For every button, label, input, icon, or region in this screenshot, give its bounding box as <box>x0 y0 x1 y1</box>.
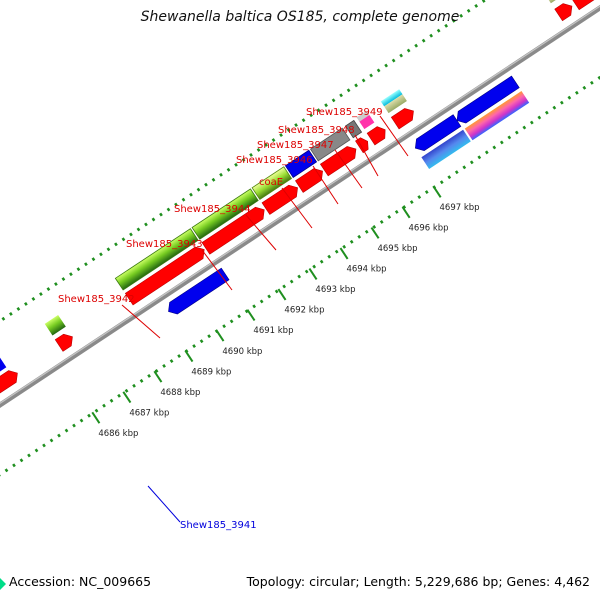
feature-left-cds[interactable] <box>54 331 76 352</box>
ruler-tick <box>153 370 163 383</box>
feature-left-family-green[interactable] <box>44 315 66 336</box>
ruler-tick-label: 4688 kbp <box>160 388 200 398</box>
feature-3947-family[interactable] <box>344 119 363 139</box>
feature-3949-family[interactable] <box>380 89 403 107</box>
feature-3949-family-b[interactable] <box>384 94 407 114</box>
ruler-tick <box>246 309 256 322</box>
feature-right-cds-2[interactable] <box>571 0 600 11</box>
label-shew185-3941[interactable]: Shew185_3941 <box>180 520 257 531</box>
feature-3948-family-b[interactable] <box>359 114 375 130</box>
label-connector-3949 <box>379 115 409 157</box>
ruler-tick-label: 4697 kbp <box>440 203 480 213</box>
genome-backbone <box>0 0 600 525</box>
label-shew185-3946[interactable]: Shew185_3946 <box>236 155 313 166</box>
feature-coaE-cds[interactable] <box>294 165 326 193</box>
map-title: Shewanella baltica OS185, complete genom… <box>140 9 460 25</box>
feature-3942-family[interactable] <box>114 228 199 291</box>
gene-labels: Shew185_3942 Shew185_3943 Shew185_3944 c… <box>58 107 409 531</box>
feature-3948-family[interactable] <box>356 110 370 122</box>
ruler-tick <box>432 185 442 198</box>
feature-3949-cds[interactable] <box>390 105 417 130</box>
ruler-tick-label: 4696 kbp <box>409 224 449 234</box>
ruler-tick-label: 4693 kbp <box>315 285 355 295</box>
ruler-tick-label: 4695 kbp <box>377 244 417 254</box>
ruler-tick <box>215 329 225 342</box>
feature-3944-family[interactable] <box>251 166 293 201</box>
ruler-tick-label: 4694 kbp <box>346 265 386 275</box>
genome-backbone-highlight <box>0 0 600 522</box>
label-coaE[interactable]: coaE <box>259 177 283 188</box>
ruler-tick <box>339 247 349 260</box>
ruler-tick <box>184 350 194 363</box>
position-marker-icon <box>0 578 6 590</box>
ruler-tick <box>122 391 132 404</box>
feature-3944-cds[interactable] <box>261 182 301 215</box>
ruler-tick-label: 4687 kbp <box>129 408 169 418</box>
feature-reverse-right-2[interactable] <box>453 75 520 126</box>
forward-features <box>0 0 600 410</box>
label-connector-3943 <box>201 249 233 291</box>
feature-3943-cds[interactable] <box>201 204 268 255</box>
feature-reverse-right-2-family[interactable] <box>464 91 530 141</box>
ruler-tick <box>308 268 318 280</box>
label-shew185-3943[interactable]: Shew185_3943 <box>126 239 203 250</box>
feature-3941-cds[interactable] <box>165 267 230 317</box>
feature-right-cds[interactable] <box>554 0 576 22</box>
label-connector-3941 <box>147 485 181 523</box>
feature-3946-family[interactable] <box>309 127 351 162</box>
label-connector-3944 <box>245 214 277 251</box>
ruler-tick <box>401 206 411 219</box>
ruler-tick-label: 4692 kbp <box>284 306 324 316</box>
label-connector-3942 <box>121 304 161 339</box>
ruler-tick <box>91 411 101 424</box>
feature-3942-cds[interactable] <box>124 244 208 306</box>
ruler-tick-label: 4690 kbp <box>222 347 262 357</box>
ruler-tick <box>370 226 380 239</box>
feature-reverse-right-1-family[interactable] <box>421 129 471 169</box>
ruler-ticks: 4686 kbp 4687 kbp 4688 kbp 4689 kbp 4690 kbp… <box>91 185 480 439</box>
accession-text: Accession: NC_009665 <box>9 574 152 589</box>
feature-reverse-right-1[interactable] <box>411 114 462 154</box>
ruler-tick <box>277 288 287 301</box>
label-connector-3946 <box>312 165 339 205</box>
label-connector-coaE <box>281 187 313 229</box>
feature-3948-cds[interactable] <box>366 124 389 146</box>
label-shew185-3947[interactable]: Shew185_3947 <box>257 140 334 151</box>
label-connector-3947 <box>334 149 363 189</box>
label-shew185-3942[interactable]: Shew185_3942 <box>58 294 135 305</box>
ruler-tick-label: 4691 kbp <box>253 326 293 336</box>
label-connector-3948 <box>354 134 379 177</box>
reverse-features <box>165 75 530 317</box>
feature-far-left-cds[interactable] <box>0 367 21 410</box>
feature-3946-cds[interactable] <box>320 143 359 177</box>
label-shew185-3949[interactable]: Shew185_3949 <box>306 107 383 118</box>
genome-summary-text: Topology: circular; Length: 5,229,686 bp… <box>246 574 590 589</box>
ruler-tick-label: 4689 kbp <box>191 367 231 377</box>
label-shew185-3944[interactable]: Shew185_3944 <box>174 204 251 215</box>
label-shew185-3948[interactable]: Shew185_3948 <box>278 125 355 136</box>
ruler-tick-label: 4686 kbp <box>98 429 138 439</box>
feature-right-family-tan[interactable] <box>547 0 565 4</box>
feature-coaE-family[interactable] <box>284 149 318 178</box>
feature-3943-family[interactable] <box>191 188 259 240</box>
